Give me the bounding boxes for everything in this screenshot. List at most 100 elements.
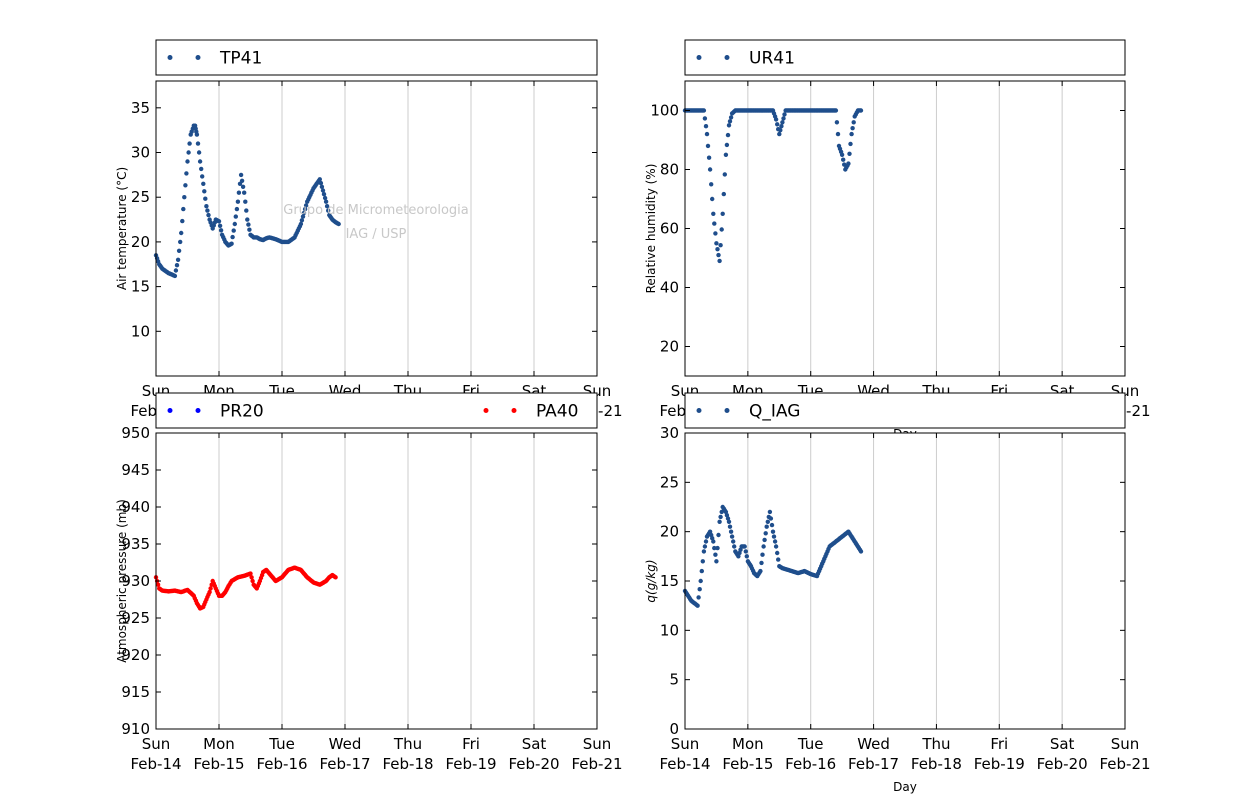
legend-box (684, 39, 1126, 76)
data-point (249, 575, 254, 580)
data-point (782, 112, 787, 117)
data-point (246, 222, 251, 227)
legend-label: Q_IAG (749, 402, 800, 422)
data-point (301, 210, 307, 216)
y-tick-label: 20 (660, 338, 679, 356)
x-tick-label-date: Feb-19 (974, 755, 1025, 773)
y-tick-label: 15 (660, 572, 679, 590)
data-point (250, 578, 255, 584)
data-point (180, 218, 185, 224)
data-point (195, 141, 201, 146)
data-point (781, 116, 786, 121)
panel-atmospheric-pressure: 910 915 920 925 930 935 940 945 950 Sun Feb-14 Mon F… (115, 392, 623, 773)
data-point (726, 519, 732, 524)
data-point (849, 131, 854, 137)
data-point (858, 108, 864, 113)
legend-marker (195, 55, 201, 60)
y-tick-label: 15 (131, 278, 150, 296)
x-tick-label-day: Sun (1111, 735, 1140, 753)
data-point (321, 192, 327, 197)
y-tick-label: 950 (121, 424, 150, 442)
data-point (706, 155, 712, 160)
data-point (229, 241, 234, 246)
data-point (236, 190, 242, 195)
data-point (833, 108, 839, 113)
data-point (240, 184, 246, 189)
x-tick-label-day: Fri (990, 735, 1008, 753)
data-point (722, 172, 727, 177)
data-point (196, 150, 202, 155)
data-point (713, 231, 718, 236)
data-point (847, 151, 852, 156)
plot-area (156, 433, 597, 729)
y-tick-label: 80 (660, 161, 679, 179)
series-ur41 (682, 108, 864, 264)
y-tick-label: 915 (121, 683, 150, 701)
data-point (848, 141, 853, 147)
data-point (320, 188, 326, 193)
data-point (698, 578, 703, 584)
data-point (742, 544, 747, 549)
data-point (779, 124, 784, 129)
data-point (720, 211, 725, 216)
data-point (707, 167, 713, 172)
data-point (696, 595, 701, 600)
data-point (205, 208, 210, 213)
data-point (714, 241, 719, 246)
data-point (717, 258, 722, 264)
data-point (743, 549, 748, 554)
data-point (726, 123, 732, 128)
x-tick-label-date: Feb-14 (659, 755, 710, 773)
data-point (758, 568, 763, 574)
x-tick-label-date: Feb-18 (382, 755, 433, 773)
x-tick-label-day: Wed (329, 735, 362, 753)
data-point (851, 120, 856, 125)
data-point (202, 189, 207, 194)
data-point (771, 534, 777, 539)
y-tick-label: 25 (131, 188, 150, 206)
data-point (834, 120, 840, 125)
data-point (155, 582, 161, 587)
data-point (207, 589, 212, 595)
data-point (731, 539, 736, 544)
data-point (700, 559, 705, 564)
data-point (319, 184, 325, 189)
data-point (183, 183, 188, 188)
y-axis-label: Air temperature (°C) (115, 167, 129, 290)
data-point (333, 575, 338, 580)
data-point (326, 208, 331, 213)
x-tick-label-date: Feb-21 (571, 755, 622, 773)
x-tick-label-date: Feb-15 (193, 755, 244, 773)
data-point (728, 115, 734, 120)
data-point (199, 166, 204, 172)
y-tick-label: 30 (660, 424, 679, 442)
data-point (238, 172, 244, 178)
data-point (234, 206, 240, 212)
data-point (723, 152, 729, 157)
data-point (710, 196, 715, 202)
x-tick-label-date: Feb-20 (508, 755, 559, 773)
x-tick-label-day: Sat (522, 735, 547, 753)
data-point (176, 248, 182, 253)
data-point (727, 524, 733, 529)
x-tick-label-day: Sun (583, 735, 612, 753)
x-tick-label-date: Feb-17 (319, 755, 370, 773)
legend-marker (195, 408, 201, 413)
data-point (765, 519, 770, 524)
data-point (302, 206, 308, 212)
x-tick-label-date: Feb-19 (445, 755, 496, 773)
data-point (772, 539, 778, 544)
data-point (776, 557, 781, 562)
x-tick-label-date: Feb-16 (256, 755, 307, 773)
data-point (200, 174, 205, 179)
data-point (232, 221, 237, 227)
legend-marker (167, 55, 173, 60)
data-point (697, 587, 702, 592)
y-tick-label: 25 (660, 473, 679, 491)
y-tick-label: 35 (131, 99, 150, 117)
data-point (711, 211, 716, 216)
y-axis-label: Atmospheric pressure (mb) (115, 499, 129, 663)
y-tick-label: 20 (131, 233, 150, 251)
data-point (727, 119, 733, 124)
legend-marker (696, 55, 702, 60)
